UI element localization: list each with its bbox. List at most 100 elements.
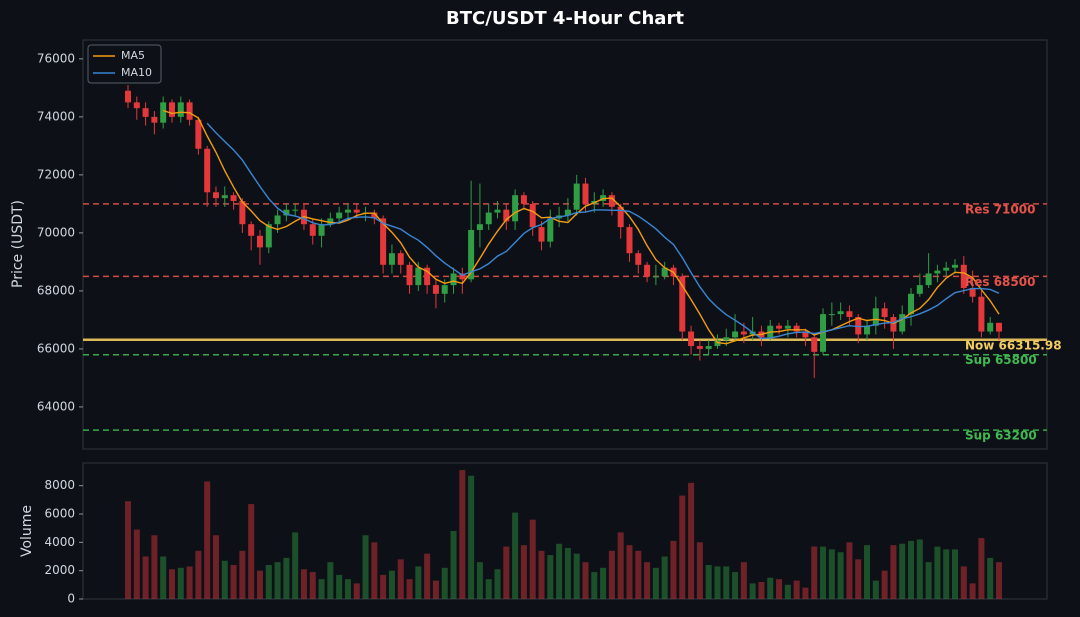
volume-bar	[371, 542, 378, 599]
candle-body	[212, 192, 219, 199]
volume-tick-label: 6000	[44, 507, 75, 521]
volume-bar	[256, 570, 263, 599]
candle-body	[133, 102, 140, 109]
candle-body	[512, 195, 519, 222]
volume-bar	[688, 482, 695, 599]
y-tick-label: 72000	[37, 167, 75, 181]
volume-bar	[670, 540, 677, 599]
candle-body	[195, 119, 202, 149]
candle-body	[784, 325, 791, 329]
volume-tick-label: 2000	[44, 563, 75, 577]
volume-bar	[908, 540, 915, 599]
volume-tick-label: 4000	[44, 535, 75, 549]
volume-bar	[133, 529, 140, 599]
volume-bar	[230, 565, 237, 599]
y-tick-label: 68000	[37, 283, 75, 297]
volume-bar	[142, 556, 149, 599]
volume-bar	[811, 546, 818, 599]
candle-body	[186, 102, 193, 120]
volume-bar	[168, 569, 175, 599]
candle-body	[811, 337, 818, 352]
candle-body	[292, 209, 299, 211]
volume-bar	[432, 580, 439, 599]
candle-body	[529, 203, 536, 228]
volume-bar	[344, 579, 351, 599]
volume-bar	[890, 545, 897, 599]
candle-body	[987, 322, 994, 332]
candle-body	[239, 200, 246, 225]
candle-body	[855, 317, 862, 335]
candle-body	[696, 346, 703, 349]
volume-bar	[582, 562, 589, 599]
candle-body	[160, 102, 167, 123]
volume-panel	[82, 462, 1048, 600]
volume-bar	[714, 566, 721, 599]
volume-bar	[864, 545, 871, 599]
candle-body	[740, 331, 747, 335]
volume-bar	[441, 567, 448, 599]
candle-body	[564, 209, 571, 216]
volume-tick-label: 8000	[44, 478, 75, 492]
candle-body	[872, 308, 879, 326]
volume-bar	[969, 583, 976, 599]
volume-bar	[529, 519, 536, 599]
volume-bar	[476, 562, 483, 599]
candle-body	[344, 209, 351, 213]
y-tick-label: 70000	[37, 225, 75, 239]
volume-bar	[265, 565, 272, 599]
level-label: Sup 63200	[965, 429, 1037, 443]
volume-bar	[564, 548, 571, 599]
volume-bar	[556, 543, 563, 599]
candle-body	[151, 116, 158, 123]
candle-body	[283, 209, 290, 216]
candle-body	[661, 267, 668, 277]
volume-bar	[212, 535, 219, 599]
volume-bar	[591, 572, 598, 599]
volume-bar	[336, 574, 343, 599]
volume-bar	[327, 562, 334, 599]
candle-body	[177, 102, 184, 117]
candle-body	[168, 102, 175, 117]
ma-line	[206, 122, 1000, 340]
volume-bar	[186, 566, 193, 599]
volume-bar	[406, 579, 413, 599]
volume-bar	[740, 562, 747, 599]
candle-body	[996, 322, 1002, 332]
volume-bar	[195, 550, 202, 599]
volume-bar	[793, 580, 800, 599]
volume-bar	[459, 470, 466, 599]
candle-body	[626, 227, 633, 254]
candle-body	[142, 108, 149, 117]
candle-body	[617, 206, 624, 228]
volume-bar	[283, 557, 290, 599]
candle-body	[538, 227, 545, 242]
volume-bar	[520, 545, 527, 599]
volume-bar	[309, 572, 316, 599]
candle-body	[494, 209, 501, 213]
candle-body	[353, 209, 360, 213]
candle-body	[476, 224, 483, 230]
volume-bar	[608, 550, 615, 599]
volume-bar	[626, 545, 633, 599]
volume-bar	[925, 562, 932, 599]
candle-body	[705, 346, 712, 349]
volume-bar	[300, 569, 307, 599]
candle-body	[265, 224, 272, 248]
volume-bar	[353, 583, 360, 599]
candle-body	[327, 218, 334, 225]
volume-bar	[749, 583, 756, 599]
volume-bar	[468, 475, 475, 599]
volume-bar	[952, 549, 959, 599]
volume-bar	[503, 546, 510, 599]
volume-bar	[934, 546, 941, 599]
volume-bar	[960, 566, 967, 599]
volume-bar	[705, 565, 712, 599]
chart-title: BTC/USDT 4-Hour Chart	[446, 8, 684, 29]
candle-body	[406, 264, 413, 286]
volume-bar	[899, 543, 906, 599]
y-tick-label: 74000	[37, 109, 75, 123]
candle-body	[450, 273, 457, 286]
candle-body	[899, 314, 906, 332]
candle-body	[934, 270, 941, 274]
volume-bar	[916, 539, 923, 599]
